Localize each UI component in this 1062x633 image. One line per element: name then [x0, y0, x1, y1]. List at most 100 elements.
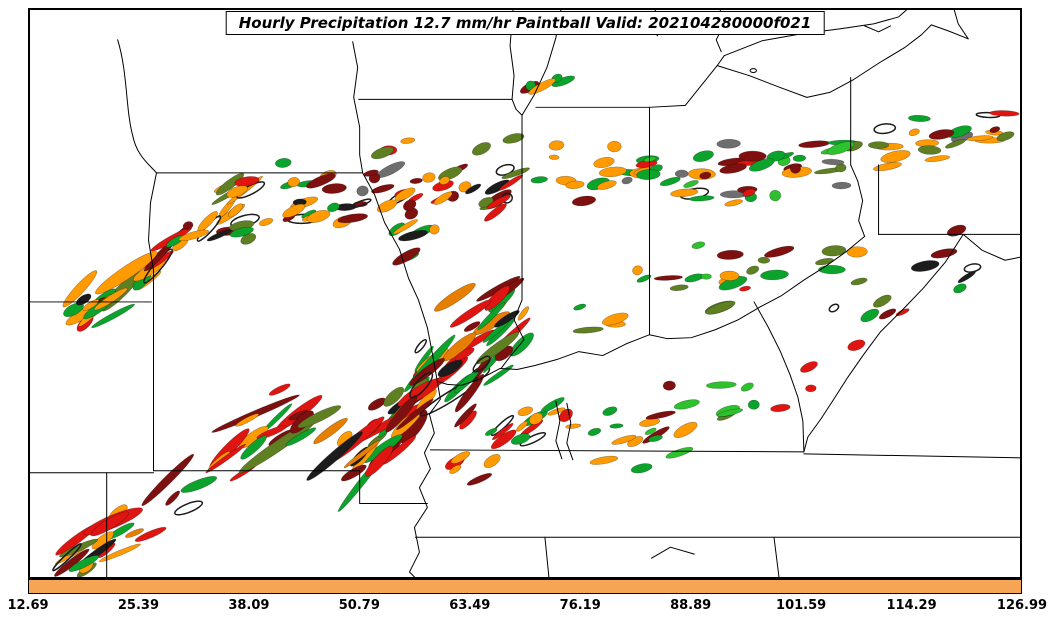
paintball-blob	[966, 135, 994, 142]
paintball-blob	[429, 224, 440, 235]
paintball-blob	[256, 425, 287, 440]
paintball-blob	[205, 443, 247, 474]
state-border	[864, 25, 892, 33]
paintball-blob	[519, 432, 547, 447]
paintball-blob	[516, 420, 528, 432]
paintball-blob	[789, 163, 801, 174]
paintball-blob	[928, 129, 955, 140]
paintball-blob	[285, 427, 317, 447]
paintball-blob	[492, 422, 514, 441]
paintball-blob	[297, 405, 342, 429]
paintball-blob	[669, 284, 689, 291]
paintball-blob	[371, 184, 395, 194]
state-border	[566, 402, 574, 461]
paintball-blob	[174, 500, 204, 516]
paintball-blob	[313, 417, 348, 445]
paintball-blob	[691, 241, 706, 249]
paintball-blob	[528, 412, 543, 425]
paintball-blob	[872, 294, 892, 308]
colorbar-tick-label: 126.99	[996, 598, 1048, 613]
paintball-blob	[490, 429, 517, 450]
paintball-blob	[388, 222, 406, 237]
paintball-blob	[356, 185, 369, 197]
paintball-blob	[499, 174, 524, 191]
paintball-blob	[757, 256, 771, 264]
paintball-blob	[636, 274, 652, 283]
paintball-blob	[477, 302, 506, 330]
map-frame: Hourly Precipitation 12.7 mm/hr Paintbal…	[28, 8, 1022, 579]
paintball-blob	[673, 421, 698, 438]
paintball-blob	[376, 199, 398, 213]
paintball-blob	[989, 110, 1020, 117]
paintball-blob	[724, 199, 743, 207]
paintball-blob	[630, 463, 653, 474]
state-border	[723, 10, 907, 57]
paintball-blob	[611, 434, 637, 445]
paintball-blob	[565, 180, 585, 190]
paintball-blob	[705, 381, 737, 389]
paintball-blob	[486, 194, 511, 210]
paintball-blob	[815, 257, 834, 266]
state-border	[148, 172, 157, 472]
paintball-blob	[683, 180, 699, 188]
paintball-blob	[653, 275, 683, 281]
paintball-blob	[800, 361, 818, 373]
paintball-blob	[953, 283, 967, 294]
paintball-blob	[798, 140, 831, 148]
paintball-blob	[746, 265, 760, 275]
paintball-blob	[517, 406, 533, 417]
paintball-blob	[674, 169, 689, 178]
colorbar-tick-label: 12.69	[7, 598, 49, 613]
paintball-blob	[275, 157, 292, 168]
state-border	[153, 470, 428, 505]
paintball-blob	[621, 176, 633, 185]
paintball-blob	[502, 133, 525, 144]
colorbar-tick-label: 76.19	[559, 598, 601, 613]
paintball-blob	[228, 203, 244, 218]
paintball-blob	[770, 403, 791, 413]
paintball-blob	[645, 410, 676, 420]
paintball-blob	[805, 384, 817, 393]
paintball-blob	[602, 406, 618, 416]
state-border	[500, 114, 525, 369]
paintball-blob	[226, 185, 248, 198]
paintball-blob	[409, 358, 445, 386]
colorbar-tick-label: 101.59	[776, 598, 827, 613]
paintball-blob	[62, 270, 98, 308]
paintball-blob	[573, 303, 587, 311]
paintball-blob	[924, 155, 951, 163]
paintball-blob	[349, 198, 372, 209]
paintball-blob	[340, 464, 367, 482]
paintball-blob	[414, 338, 427, 354]
paintball-blob	[760, 269, 789, 281]
paintball-blob	[644, 427, 657, 435]
paintball-blob	[287, 177, 300, 188]
colorbar-tick-labels: 12.69 25.39 38.09 50.79 63.49 76.19 88.89 101.5…	[7, 598, 1047, 616]
paintball-blob	[68, 555, 100, 572]
paintball-blob	[930, 248, 958, 259]
paintball-blob	[910, 260, 940, 272]
paintball-blob	[398, 229, 428, 242]
paintball-blob	[240, 435, 267, 460]
paintball-blob	[434, 282, 476, 312]
paintball-blob	[719, 163, 747, 174]
paintball-blob	[826, 141, 855, 155]
paintball-blob	[868, 141, 890, 150]
paintball-blob	[463, 321, 481, 332]
state-border	[650, 546, 695, 559]
colorbar-tick-label: 25.39	[117, 598, 159, 613]
paintball-blob	[572, 326, 604, 334]
paintball-blob	[483, 454, 501, 469]
paintball-blob	[850, 277, 868, 286]
paintball-blob	[989, 126, 1001, 134]
paintball-blob	[692, 150, 714, 162]
paintball-blob	[670, 188, 699, 198]
paintball-blob	[52, 543, 82, 572]
paintball-blob	[821, 245, 847, 257]
paintball-blob	[688, 195, 715, 202]
state-border	[930, 24, 969, 40]
paintball-blob	[371, 146, 394, 160]
colorbar-tick-label: 114.29	[886, 598, 937, 613]
paintball-blob	[571, 195, 597, 207]
